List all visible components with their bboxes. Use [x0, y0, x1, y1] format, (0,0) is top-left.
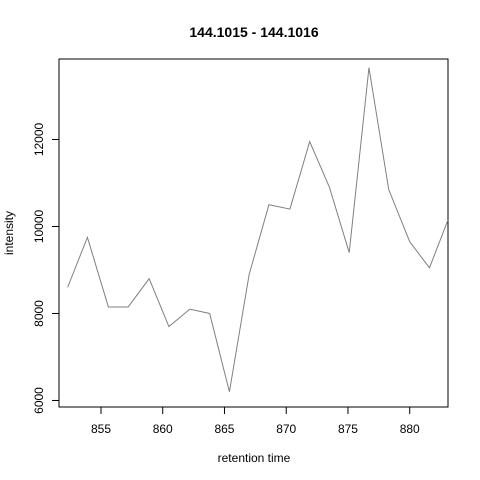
- x-tick-label: 860: [153, 422, 173, 436]
- series-line: [67, 67, 449, 392]
- y-axis: 6000 8000 10000 12000: [32, 122, 60, 414]
- y-tick-label: 8000: [32, 300, 46, 327]
- x-tick-label: 880: [400, 422, 420, 436]
- x-tick-label: 855: [91, 422, 111, 436]
- y-tick-label: 12000: [32, 122, 46, 156]
- x-tick-label: 875: [338, 422, 358, 436]
- x-axis: 855 860 865 870 875 880: [91, 406, 420, 436]
- x-axis-label: retention time: [218, 451, 291, 465]
- x-tick-label: 870: [276, 422, 296, 436]
- y-tick-label: 10000: [32, 209, 46, 243]
- y-axis-label: intensity: [2, 211, 16, 255]
- chart-title: 144.1015 - 144.1016: [189, 24, 318, 40]
- x-tick-label: 865: [214, 422, 234, 436]
- y-tick-label: 6000: [32, 387, 46, 414]
- series-layer: [67, 67, 449, 392]
